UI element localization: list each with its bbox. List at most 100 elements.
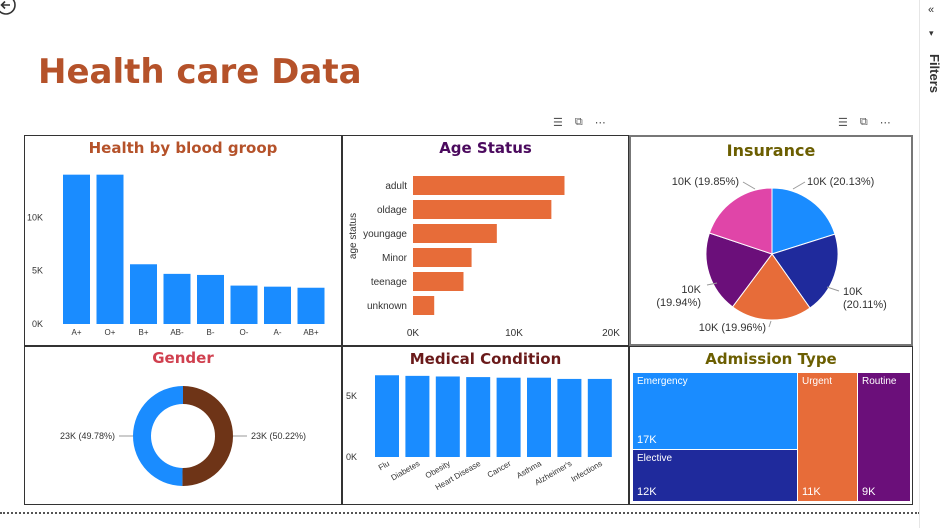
leader-line xyxy=(742,181,756,190)
y-tick-label: 5K xyxy=(32,266,43,276)
data-label: 10K xyxy=(843,286,863,298)
x-tick-label: Diabetes xyxy=(390,459,422,483)
pie-slice xyxy=(708,187,773,255)
blood-group-chart[interactable]: Health by blood groop 0K 5K 10K A+ O+ B+ AB- B-… xyxy=(24,135,342,346)
treemap-tile-routine[interactable]: Routine 9K xyxy=(858,373,910,501)
insurance-chart[interactable]: Insurance 10K (20.13%) 10K (20.11%) 10K (19… xyxy=(629,135,913,346)
tile-label: Emergency xyxy=(637,376,688,387)
chart-title: Gender xyxy=(152,349,214,367)
treemap-tile-elective[interactable]: Elective 12K xyxy=(633,450,797,501)
chart-title: Insurance xyxy=(726,141,816,160)
treemap-tile-urgent[interactable]: Urgent 11K xyxy=(798,373,857,501)
bar xyxy=(496,377,521,457)
page-title: Health care Data xyxy=(38,52,362,92)
tile-label: Urgent xyxy=(802,376,833,387)
x-tick-label: Cancer xyxy=(486,459,513,480)
bar xyxy=(413,176,565,195)
chart-title: Admission Type xyxy=(705,350,837,368)
filter-icon[interactable]: ☰ xyxy=(553,117,563,129)
insurance-pie: 10K (20.13%)10K(20.11%)10K (19.96%)10K(1… xyxy=(656,176,887,334)
filter-icon[interactable]: ☰ xyxy=(838,117,848,129)
y-tick-label: oldage xyxy=(377,205,407,216)
bar xyxy=(527,377,551,457)
y-axis-label: age status xyxy=(348,213,359,259)
bar xyxy=(264,286,291,324)
y-tick-label: 10K xyxy=(27,212,43,222)
bar xyxy=(587,378,612,457)
treemap-tile-emergency[interactable]: Emergency 17K xyxy=(633,373,797,449)
x-tick-label: B- xyxy=(207,328,215,337)
bar xyxy=(130,264,157,324)
x-tick-label: AB+ xyxy=(303,328,319,337)
admission-type-chart[interactable]: Admission Type Emergency 17K Elective 12… xyxy=(629,346,913,505)
bar xyxy=(197,274,224,324)
pie-slice xyxy=(771,187,836,255)
filter-funnel-icon[interactable]: ▾ xyxy=(929,28,934,38)
x-tick-label: A- xyxy=(274,328,282,337)
bar xyxy=(96,174,124,324)
leader-line xyxy=(768,320,772,328)
donut-slice xyxy=(133,386,183,486)
donut-slice xyxy=(182,386,234,486)
bar xyxy=(230,285,258,324)
data-label: (20.11%) xyxy=(843,299,887,311)
x-tick-label: Infections xyxy=(570,459,604,484)
x-tick-label: B+ xyxy=(138,328,148,337)
data-label: 23K (50.22%) xyxy=(251,431,306,441)
data-label: (19.94%) xyxy=(656,297,701,309)
more-options-icon[interactable]: ⋯ xyxy=(594,117,606,129)
y-tick-label: 5K xyxy=(346,391,357,401)
tile-value: 17K xyxy=(637,434,657,446)
more-options-icon[interactable]: ⋯ xyxy=(879,117,891,129)
x-tick-label: 0K xyxy=(407,328,420,339)
tile-value: 11K xyxy=(802,486,821,498)
bar xyxy=(413,224,497,243)
filters-pane[interactable]: « ▾ Filters xyxy=(919,0,944,528)
y-tick-label: teenage xyxy=(371,277,408,288)
y-tick-label: youngage xyxy=(363,229,407,240)
bar xyxy=(413,296,435,315)
data-label: 23K (49.78%) xyxy=(60,431,115,441)
chart-title: Health by blood groop xyxy=(88,139,278,157)
bar xyxy=(375,375,399,457)
medical-condition-chart[interactable]: Medical Condition 0K 5K Flu Diabetes Obesity… xyxy=(342,346,629,505)
leader-line xyxy=(826,286,840,292)
focus-mode-icon[interactable]: ⧉ xyxy=(859,116,868,128)
pie-slice xyxy=(771,233,839,309)
back-arrow-icon[interactable] xyxy=(0,0,19,18)
focus-mode-icon[interactable]: ⧉ xyxy=(574,116,583,128)
bar xyxy=(413,272,464,291)
age-status-chart[interactable]: Age Status age status adult oldage youngage… xyxy=(342,135,629,346)
gender-chart[interactable]: Gender 23K (50.22%) 23K (49.78%) xyxy=(24,346,342,505)
x-tick-label: A+ xyxy=(71,328,81,337)
bar xyxy=(413,248,472,267)
bar xyxy=(466,377,491,457)
bar xyxy=(63,174,90,324)
bar xyxy=(413,200,552,219)
x-tick-label: Flu xyxy=(377,459,391,472)
bar xyxy=(163,273,191,324)
visual-header-insurance: ☰ ⧉ ⋯ xyxy=(838,116,891,129)
leader-line xyxy=(792,181,806,190)
data-label: 10K (19.96%) xyxy=(699,322,766,334)
tile-label: Elective xyxy=(637,453,673,464)
collapse-chevron-icon[interactable]: « xyxy=(928,4,935,16)
x-tick-label: 10K xyxy=(505,328,523,339)
y-tick-label: 0K xyxy=(346,452,357,462)
leader-line xyxy=(706,282,718,286)
tile-value: 12K xyxy=(637,486,657,498)
x-tick-label: 20K xyxy=(602,328,620,339)
y-tick-label: 0K xyxy=(32,319,43,329)
bar xyxy=(297,287,325,324)
tile-value: 9K xyxy=(862,486,876,498)
blood-group-bars: 0K 5K 10K A+ O+ B+ AB- B- O- A- AB+ xyxy=(27,174,325,337)
filters-label: Filters xyxy=(927,54,942,94)
visual-header-age: ☰ ⧉ ⋯ xyxy=(553,116,606,129)
data-label: 10K (20.13%) xyxy=(807,176,874,188)
data-label: 10K (19.85%) xyxy=(672,176,739,188)
x-tick-label: O+ xyxy=(105,328,116,337)
bar xyxy=(405,375,430,457)
pie-slice xyxy=(731,253,811,321)
age-status-bars: age status adult oldage youngage Minor teenag… xyxy=(348,176,620,339)
